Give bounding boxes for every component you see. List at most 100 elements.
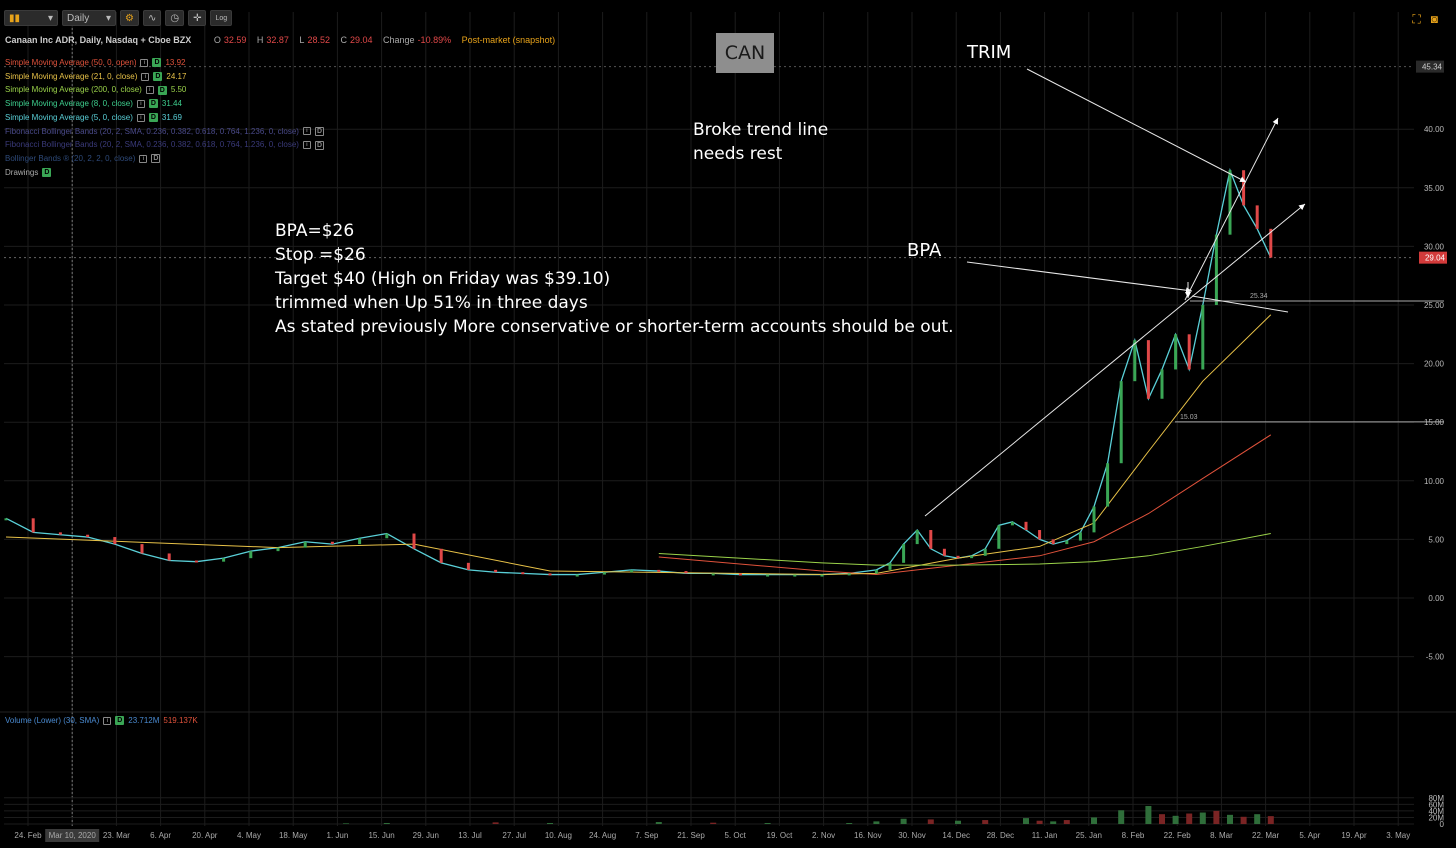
- study-row[interactable]: Simple Moving Average (50, 0, open) i D 13.…: [5, 56, 324, 70]
- volume-tick-label: 60M: [1428, 800, 1444, 809]
- candlestick-icon: ▮▮: [9, 12, 21, 24]
- date-tick-label: 30. Nov: [898, 831, 926, 840]
- trade-note: BPA=$26 Stop =$26 Target $40 (High on Frid…: [275, 219, 954, 339]
- study-label[interactable]: Bollinger Bands ® (20, 2, 2, 0, close): [5, 153, 136, 163]
- study-row[interactable]: Simple Moving Average (5, 0, close) i D 31.…: [5, 111, 324, 125]
- volume-bar: [1172, 815, 1179, 824]
- level-label: 15.03: [1180, 414, 1198, 421]
- d-badge[interactable]: D: [42, 167, 52, 177]
- info-icon[interactable]: i: [302, 127, 311, 136]
- d-badge[interactable]: D: [152, 58, 162, 68]
- volume-bar: [1063, 820, 1070, 824]
- study-label[interactable]: Simple Moving Average (50, 0, open): [5, 58, 137, 67]
- d-badge[interactable]: D: [314, 126, 324, 136]
- candle: [711, 573, 715, 576]
- volume-bar: [710, 822, 717, 824]
- info-icon[interactable]: i: [141, 72, 150, 81]
- trend-line-steep: [1184, 117, 1279, 301]
- candle: [1187, 334, 1191, 370]
- drawing-tools-button[interactable]: ✛: [188, 10, 207, 26]
- study-row[interactable]: Fibonacci Bollinger Bands (20, 2, SMA, 0…: [5, 125, 324, 139]
- chart-type-selector[interactable]: ▮▮ ▾: [4, 10, 58, 26]
- volume-study-label[interactable]: Volume (Lower) (30, SMA): [5, 716, 100, 725]
- info-icon[interactable]: i: [136, 113, 145, 122]
- study-label[interactable]: Simple Moving Average (8, 0, close): [5, 99, 133, 109]
- date-tick-label: 23. Mar: [103, 831, 130, 840]
- date-tick-label: 19. Apr: [1341, 831, 1367, 840]
- info-icon[interactable]: i: [302, 141, 311, 150]
- candle: [358, 538, 362, 545]
- date-tick-label: 16. Nov: [854, 831, 882, 840]
- date-tick-label: 29. Jun: [413, 831, 439, 840]
- info-icon[interactable]: i: [139, 154, 148, 163]
- study-row[interactable]: Simple Moving Average (8, 0, close) i D 31.…: [5, 97, 324, 111]
- drawings-label[interactable]: Drawings: [5, 167, 39, 177]
- study-label[interactable]: Simple Moving Average (200, 0, close): [5, 85, 142, 95]
- study-row[interactable]: Simple Moving Average (200, 0, close) i D 5…: [5, 83, 324, 97]
- volume-value-1: 23.712M: [128, 716, 160, 725]
- candle: [956, 555, 960, 559]
- volume-value-2: 519.137K: [163, 716, 198, 725]
- candle: [997, 525, 1001, 549]
- study-label[interactable]: Fibonacci Bollinger Bands (20, 2, SMA, 0…: [5, 126, 299, 136]
- symbol-header: Canaan Inc ADR, Daily, Nasdaq + Cboe BZX…: [5, 35, 555, 45]
- volume-bar: [1118, 810, 1125, 824]
- studies-button[interactable]: ∿: [142, 10, 162, 26]
- study-row[interactable]: Bollinger Bands ® (20, 2, 2, 0, close) i D: [5, 152, 324, 166]
- candle: [194, 560, 198, 563]
- date-tick-label: 11. Jan: [1032, 831, 1058, 840]
- drawings-row[interactable]: Drawings D: [5, 166, 324, 180]
- candle: [888, 562, 892, 570]
- d-badge[interactable]: D: [151, 154, 161, 164]
- d-badge[interactable]: D: [148, 99, 158, 109]
- candle: [1228, 170, 1232, 235]
- candle: [249, 551, 253, 559]
- last-price-tag-label: 29.04: [1425, 254, 1446, 263]
- volume-study-legend: Volume (Lower) (30, SMA) i D 23.712M 519…: [5, 716, 198, 725]
- study-label[interactable]: Simple Moving Average (5, 0, close): [5, 112, 133, 122]
- candle: [140, 544, 144, 554]
- candle: [276, 547, 280, 552]
- study-row[interactable]: Fibonacci Bollinger Bands (20, 2, SMA, 0…: [5, 138, 324, 152]
- d-badge[interactable]: D: [148, 113, 158, 123]
- d-badge[interactable]: D: [314, 140, 324, 150]
- price-tick-label: 0.00: [1428, 594, 1444, 603]
- candle: [385, 533, 389, 539]
- ticker-text: CAN: [724, 42, 766, 64]
- candle: [1092, 506, 1096, 533]
- study-label[interactable]: Simple Moving Average (21, 0, close): [5, 71, 138, 81]
- info-icon[interactable]: i: [145, 86, 154, 95]
- log-scale-button[interactable]: Log: [210, 10, 233, 26]
- d-badge[interactable]: D: [115, 716, 125, 725]
- fullscreen-icon[interactable]: ⛶: [1412, 12, 1421, 26]
- date-tick-label: 5. Oct: [725, 831, 747, 840]
- high-value: 32.87: [266, 35, 289, 45]
- date-tick-label: 8. Mar: [1210, 831, 1233, 840]
- sma21-line: [5, 314, 1272, 576]
- timeframe-selector[interactable]: Daily ▾: [62, 10, 116, 26]
- camera-icon[interactable]: ◙: [1430, 12, 1438, 26]
- replay-button[interactable]: ◷: [165, 10, 185, 26]
- study-value: 13.92: [165, 58, 186, 67]
- d-badge[interactable]: D: [157, 85, 167, 95]
- candle: [1038, 530, 1042, 540]
- trim-label: TRIM: [967, 42, 1012, 63]
- info-icon[interactable]: i: [103, 716, 112, 725]
- settings-button[interactable]: ⚙: [120, 10, 139, 26]
- volume-bar: [492, 822, 499, 824]
- bpa-label: BPA: [907, 240, 942, 261]
- d-badge[interactable]: D: [153, 72, 163, 82]
- info-icon[interactable]: i: [140, 58, 149, 67]
- info-icon[interactable]: i: [136, 99, 145, 108]
- volume-tick-label: 0: [1440, 820, 1445, 829]
- date-tick-label: 22. Mar: [1252, 831, 1279, 840]
- study-row[interactable]: Simple Moving Average (21, 0, close) i D 24…: [5, 70, 324, 84]
- needs-rest-label: needs rest: [693, 144, 783, 164]
- volume-tick-label: 20M: [1428, 813, 1444, 822]
- candle: [494, 569, 498, 573]
- study-label[interactable]: Fibonacci Bollinger Bands (20, 2, SMA, 0…: [5, 140, 299, 150]
- change-label: Change: [383, 35, 415, 45]
- last-price-tag: [1419, 251, 1447, 264]
